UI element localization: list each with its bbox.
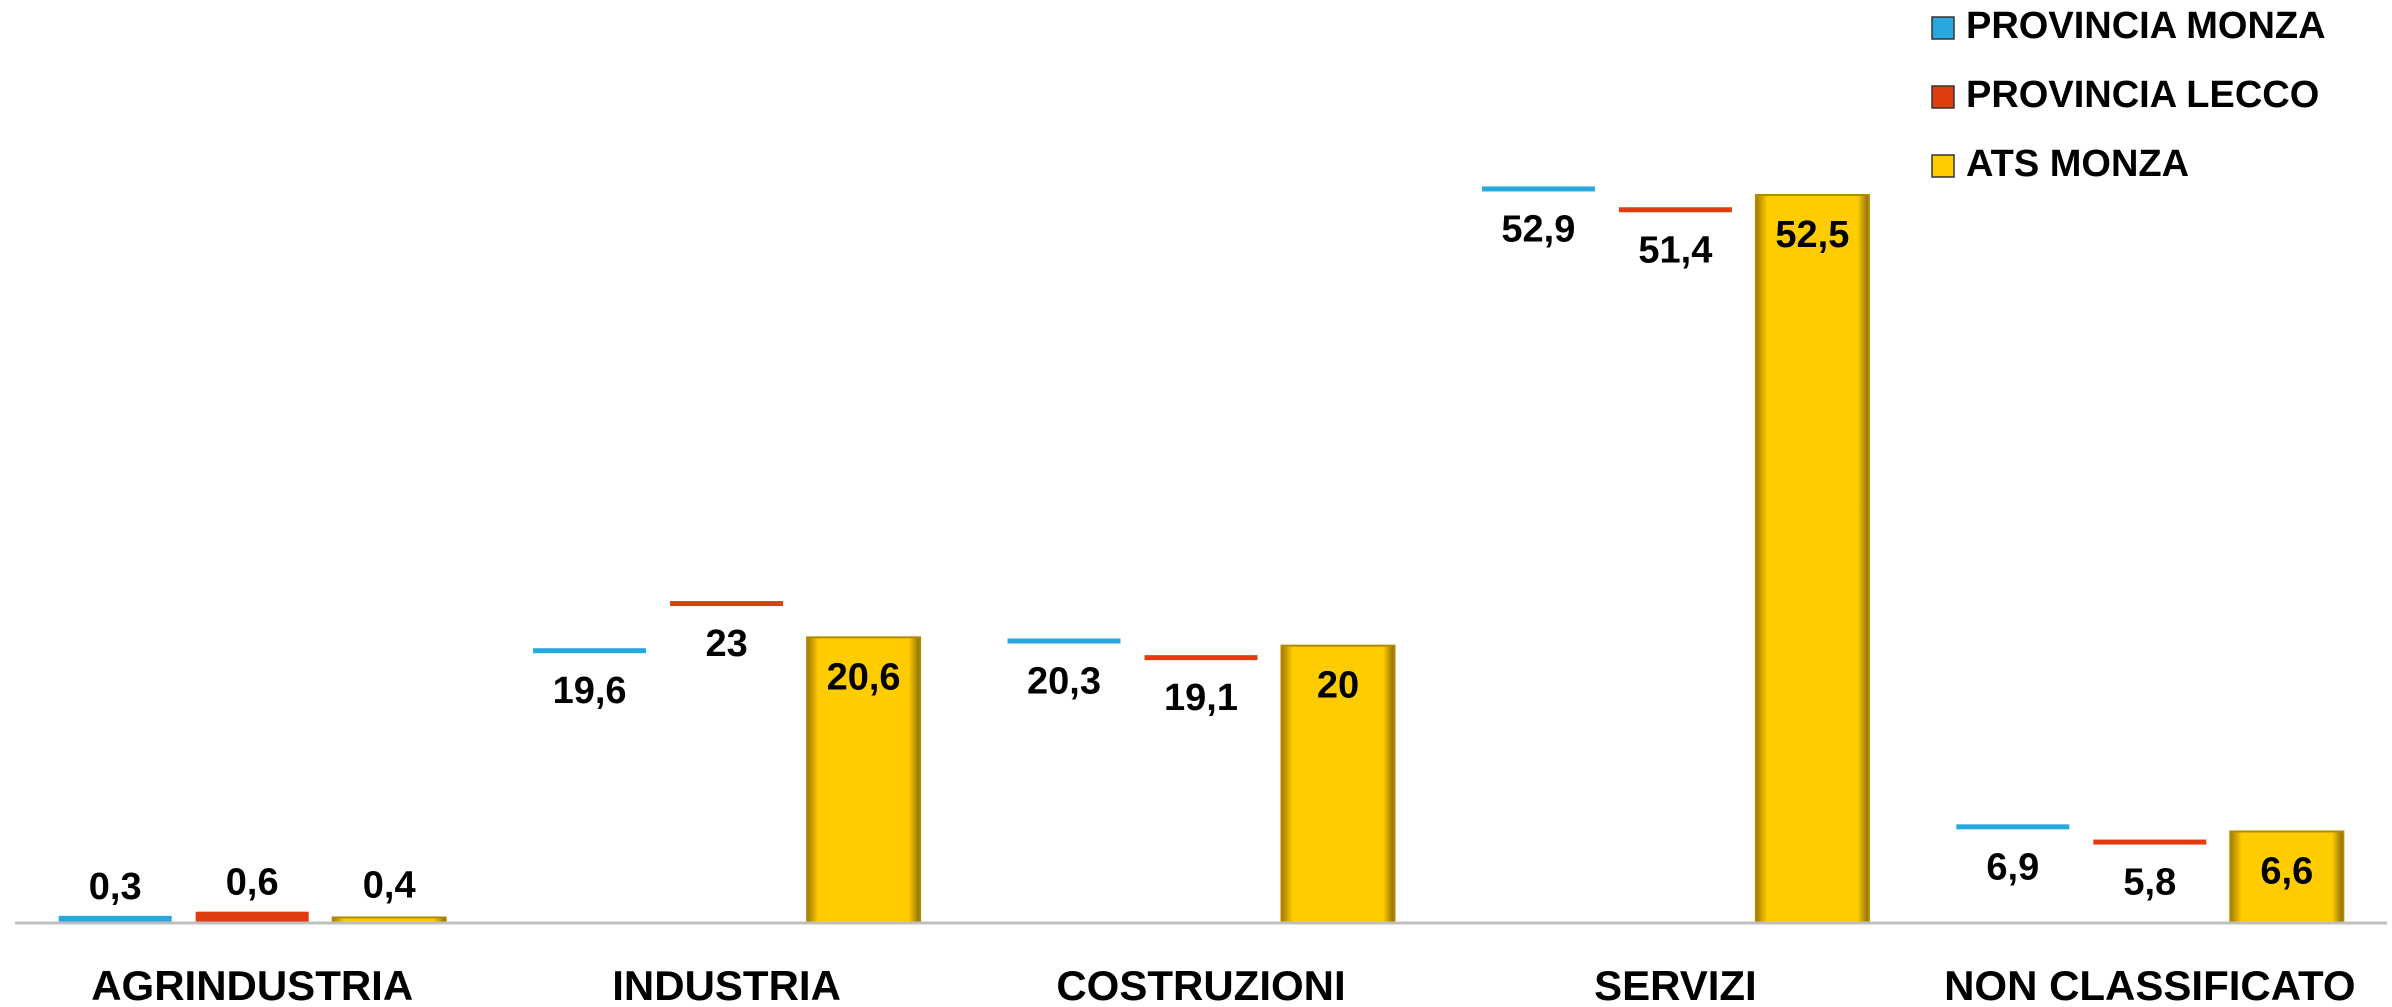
legend-label: PROVINCIA MONZA xyxy=(1966,5,2326,47)
legend-label: PROVINCIA LECCO xyxy=(1966,74,2319,116)
bar xyxy=(1481,186,1595,192)
bar xyxy=(2093,839,2207,845)
bar xyxy=(58,915,172,923)
legend-label: ATS MONZA xyxy=(1966,143,2189,185)
bar xyxy=(670,601,784,607)
bar xyxy=(2229,830,2345,924)
bar xyxy=(1144,655,1258,661)
value-label: 5,8 xyxy=(2123,862,2176,904)
legend-swatch xyxy=(1931,85,1955,109)
x-tick-label: SERVIZI xyxy=(1594,962,1757,1007)
value-label: 19,6 xyxy=(553,670,627,712)
x-tick-label: NON CLASSIFICATO xyxy=(1944,962,2355,1007)
value-label: 0,6 xyxy=(226,862,279,904)
x-tick-label: COSTRUZIONI xyxy=(1056,962,1345,1007)
x-tick-label: AGRINDUSTRIA xyxy=(91,962,413,1007)
bar xyxy=(1956,824,2070,830)
bar xyxy=(1618,207,1732,213)
value-label: 20,3 xyxy=(1027,661,1101,703)
bar xyxy=(1754,194,1870,924)
value-label: 0,4 xyxy=(363,864,416,906)
value-label: 51,4 xyxy=(1638,229,1712,271)
value-label: 20 xyxy=(1317,665,1359,707)
value-label: 6,9 xyxy=(1986,846,2039,888)
value-label: 19,1 xyxy=(1164,677,1238,719)
bar xyxy=(806,636,922,924)
value-label: 52,5 xyxy=(1775,214,1849,256)
value-label: 23 xyxy=(705,623,747,665)
value-label: 20,6 xyxy=(827,656,901,698)
x-tick-label: INDUSTRIA xyxy=(612,962,841,1007)
bar xyxy=(195,911,309,923)
bar xyxy=(1280,644,1396,925)
legend-swatch xyxy=(1931,16,1955,40)
value-label: 6,6 xyxy=(2260,851,2313,893)
legend-swatch xyxy=(1931,154,1955,178)
bar xyxy=(1007,638,1121,644)
value-label: 52,9 xyxy=(1501,208,1575,250)
value-label: 0,3 xyxy=(89,866,142,908)
bar xyxy=(533,648,647,654)
